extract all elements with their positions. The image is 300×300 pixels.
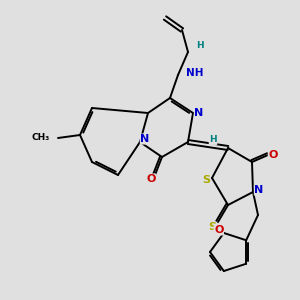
- Text: CH₃: CH₃: [32, 134, 50, 142]
- Text: N: N: [140, 134, 150, 144]
- Text: N: N: [194, 108, 204, 118]
- Text: H: H: [196, 41, 204, 50]
- Text: O: O: [214, 225, 224, 235]
- Text: O: O: [268, 150, 278, 160]
- Text: S: S: [208, 222, 216, 232]
- Text: H: H: [209, 136, 217, 145]
- Text: S: S: [202, 175, 210, 185]
- Text: N: N: [254, 185, 264, 195]
- Text: NH: NH: [186, 68, 203, 78]
- Text: O: O: [146, 174, 156, 184]
